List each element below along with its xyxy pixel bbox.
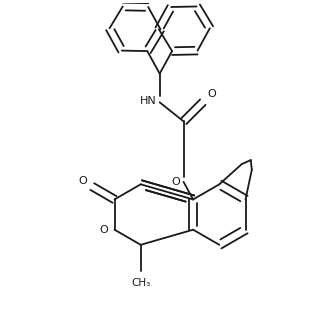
- Text: HN: HN: [140, 96, 157, 106]
- Text: O: O: [99, 225, 108, 235]
- Text: O: O: [78, 176, 87, 186]
- Text: O: O: [207, 89, 216, 99]
- Text: O: O: [171, 177, 180, 187]
- Text: CH₃: CH₃: [131, 278, 150, 288]
